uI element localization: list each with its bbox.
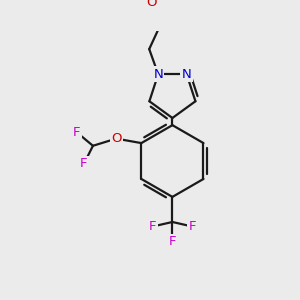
Text: N: N [153, 68, 163, 81]
Text: F: F [169, 235, 176, 248]
Text: F: F [188, 220, 196, 233]
Text: O: O [146, 0, 156, 9]
Text: F: F [73, 126, 81, 139]
Text: F: F [80, 157, 88, 170]
Text: O: O [111, 132, 122, 145]
Text: F: F [149, 220, 156, 233]
Text: N: N [182, 68, 191, 81]
